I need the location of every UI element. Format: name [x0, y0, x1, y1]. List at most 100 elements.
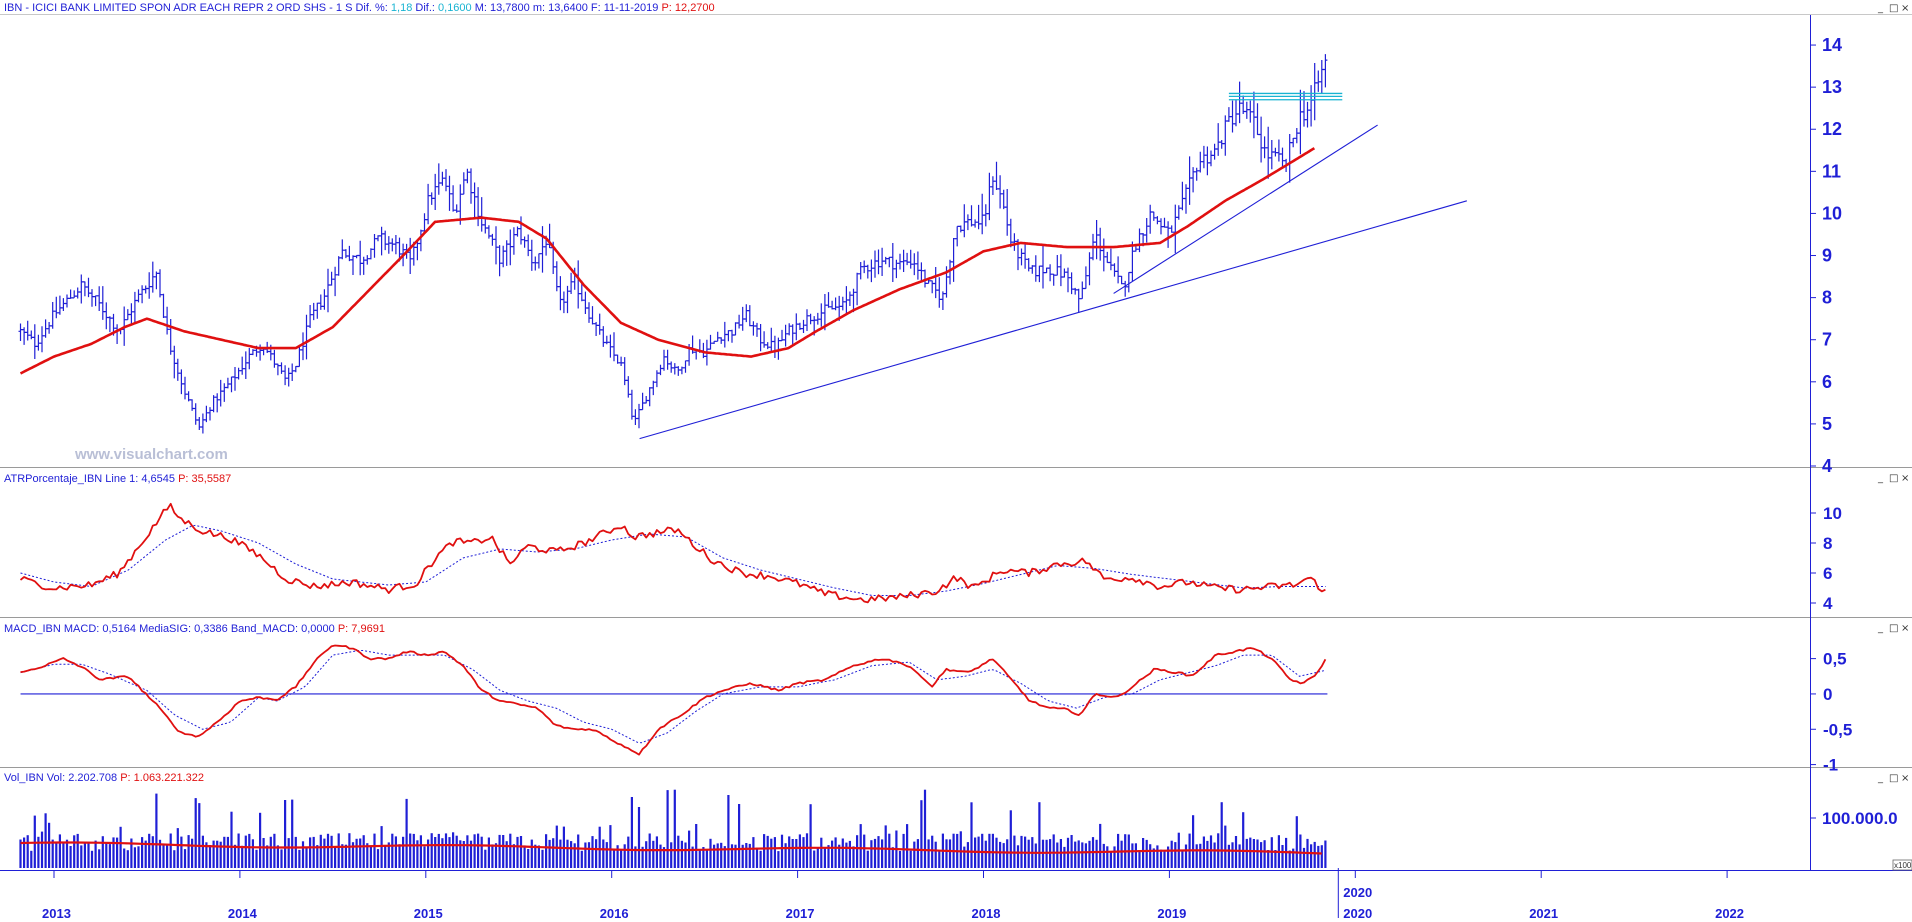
- volume-bar: [1317, 845, 1320, 868]
- volume-bar: [934, 841, 937, 868]
- ohlc-bar: [161, 293, 166, 318]
- volume-bar: [823, 848, 826, 868]
- minimize-icon[interactable]: _: [1877, 623, 1884, 634]
- ohlc-bar: [132, 291, 137, 324]
- volume-bar: [219, 841, 222, 868]
- year-label: 2015: [414, 906, 443, 921]
- ohlc-bar: [315, 302, 320, 319]
- ohlc-bar: [858, 262, 863, 280]
- ohlc-bar: [158, 269, 162, 298]
- volume-scale-label: x100: [1894, 861, 1912, 870]
- ohlc-bar: [769, 327, 774, 352]
- close-icon[interactable]: ×: [1901, 623, 1909, 634]
- volume-header-part: Vol_IBN Vol: 2.202.708: [4, 772, 120, 784]
- volume-bar: [1056, 842, 1059, 868]
- ohlc-bar: [1166, 221, 1171, 248]
- minimize-icon[interactable]: _: [1877, 3, 1884, 14]
- volume-bar: [645, 841, 648, 868]
- volume-bar: [162, 844, 165, 868]
- volume-bars: [19, 789, 1327, 868]
- ohlc-bar: [279, 362, 284, 374]
- volume-window-controls[interactable]: _ □ ×: [1877, 773, 1909, 784]
- atr-tick-label: 8: [1823, 534, 1832, 553]
- ohlc-bar: [1219, 140, 1224, 149]
- volume-bar: [259, 812, 262, 868]
- maximize-icon[interactable]: □: [1889, 3, 1898, 14]
- ohlc-bar: [1048, 264, 1053, 282]
- volume-bar: [777, 851, 780, 868]
- volume-bar: [834, 837, 837, 868]
- year-label: 2016: [600, 906, 629, 921]
- volume-bar: [1156, 845, 1159, 868]
- volume-bar: [198, 803, 201, 868]
- volume-bar: [226, 836, 229, 868]
- ohlc-bar: [1244, 101, 1249, 119]
- ohlc-bar: [1083, 266, 1088, 290]
- maximize-icon[interactable]: □: [1889, 473, 1898, 484]
- maximize-icon[interactable]: □: [1889, 623, 1898, 634]
- volume-bar: [108, 844, 111, 868]
- macd-tick-label: 0,5: [1823, 650, 1847, 669]
- volume-bar: [1095, 839, 1098, 868]
- macd-header-part: MACD_IBN MACD: 0,5164 MediaSIG: 0,3386 B…: [4, 623, 338, 635]
- ohlc-bar: [1058, 254, 1063, 287]
- ohlc-bar: [644, 396, 649, 404]
- ohlc-bar: [894, 259, 899, 279]
- ohlc-bar: [690, 335, 695, 354]
- price-window-controls[interactable]: _ □ ×: [1877, 3, 1909, 14]
- ohlc-bar: [962, 204, 967, 238]
- atr-window-controls[interactable]: _ □ ×: [1877, 473, 1909, 484]
- volume-bar: [570, 841, 573, 868]
- close-icon[interactable]: ×: [1901, 3, 1909, 14]
- volume-bar: [519, 836, 523, 868]
- ohlc-bar: [1259, 116, 1264, 163]
- ohlc-bar: [747, 305, 752, 327]
- macd-line: [20, 644, 1327, 756]
- volume-bar: [530, 839, 533, 868]
- price-tick-label: 6: [1822, 372, 1832, 392]
- volume-bar: [1045, 839, 1048, 868]
- ohlc-bar: [536, 253, 541, 269]
- atr-panel-header: ATRPorcentaje_IBN Line 1: 4,6545 P: 35,5…: [4, 473, 231, 485]
- minimize-icon[interactable]: _: [1877, 773, 1884, 784]
- volume-bar: [105, 842, 108, 868]
- ohlc-bar: [1026, 258, 1031, 272]
- volume-bar: [1009, 810, 1012, 868]
- volume-bar: [1202, 836, 1205, 868]
- ohlc-bar: [351, 255, 355, 275]
- ohlc-bar: [797, 322, 802, 330]
- volume-bar: [90, 850, 94, 868]
- ohlc-bar: [529, 239, 534, 271]
- volume-bar: [891, 847, 894, 868]
- volume-bar: [137, 846, 140, 868]
- minimize-icon[interactable]: _: [1877, 473, 1884, 484]
- volume-bar: [766, 835, 769, 868]
- volume-bar: [30, 850, 33, 868]
- volume-bar: [484, 849, 487, 868]
- volume-bar: [1288, 850, 1291, 868]
- ohlc-bar: [504, 240, 509, 266]
- volume-bar: [326, 833, 330, 868]
- ohlc-bar: [243, 351, 248, 379]
- volume-bar: [180, 836, 183, 868]
- volume-bar: [691, 846, 694, 868]
- ohlc-bar: [1041, 245, 1045, 289]
- volume-bar: [580, 850, 583, 868]
- ohlc-bar: [1198, 151, 1203, 173]
- ohlc-bar: [283, 365, 288, 386]
- volume-bar: [1099, 823, 1102, 868]
- volume-bar: [1256, 839, 1259, 868]
- ohlc-bar: [1130, 241, 1135, 281]
- ohlc-bar: [340, 239, 345, 260]
- ohlc-bar: [486, 225, 491, 239]
- close-icon[interactable]: ×: [1901, 773, 1909, 784]
- maximize-icon[interactable]: □: [1889, 773, 1898, 784]
- close-icon[interactable]: ×: [1901, 473, 1909, 484]
- volume-bar: [763, 834, 766, 868]
- volume-bar: [827, 845, 830, 868]
- volume-bar: [927, 839, 930, 868]
- ohlc-bar: [790, 324, 795, 346]
- macd-window-controls[interactable]: _ □ ×: [1877, 623, 1909, 634]
- volume-bar: [319, 834, 322, 868]
- ohlc-bar: [236, 367, 241, 380]
